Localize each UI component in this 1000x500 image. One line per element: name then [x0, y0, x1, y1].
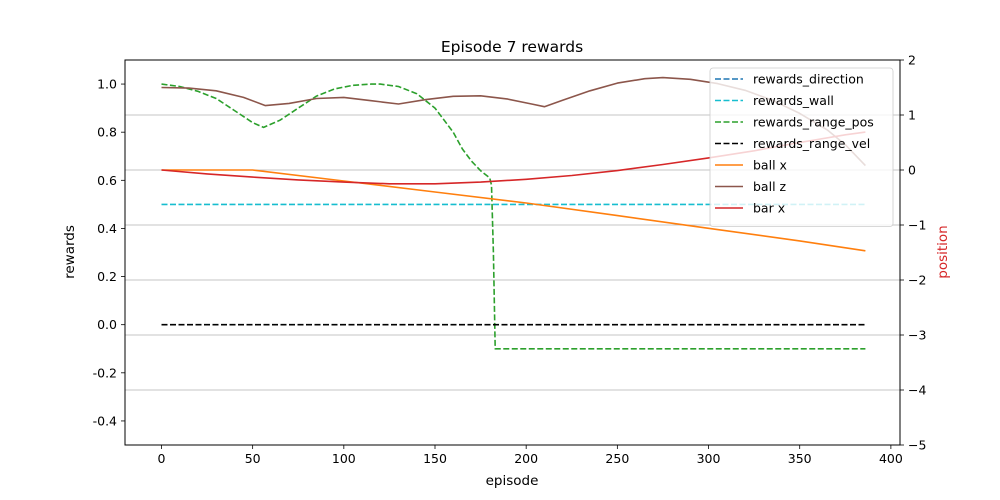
- y2-tick-label: −2: [908, 273, 926, 288]
- y-tick-label: 0.8: [97, 125, 117, 140]
- chart-title: Episode 7 rewards: [441, 38, 583, 56]
- y2-tick-label: −3: [908, 328, 926, 343]
- y-tick-label: 0.2: [97, 269, 117, 284]
- legend-label: ball x: [753, 158, 787, 173]
- x-tick-label: 200: [514, 451, 538, 466]
- y-tick-label: -0.4: [93, 413, 117, 428]
- y-axis-label: rewards: [62, 225, 78, 279]
- y2-tick-label: 1: [908, 108, 916, 123]
- x-tick-label: 300: [697, 451, 721, 466]
- y-tick-label: -0.2: [93, 365, 117, 380]
- x-tick-label: 350: [788, 451, 812, 466]
- y2-axis-label: position: [935, 225, 951, 278]
- x-axis-label: episode: [486, 473, 539, 489]
- legend-box: [709, 67, 894, 227]
- series-line-rewards-range-pos: [161, 83, 866, 350]
- series-line-ball-x: [161, 169, 866, 252]
- legend-label: rewards_wall: [753, 93, 834, 108]
- y-tick-label: 0.0: [97, 317, 117, 332]
- y-tick-label: 0.4: [97, 221, 117, 236]
- x-tick-label: 250: [605, 451, 629, 466]
- x-tick-label: 100: [332, 451, 356, 466]
- legend-label: bar x: [753, 201, 785, 216]
- legend-label: ball z: [753, 179, 787, 194]
- x-tick-label: 0: [157, 451, 165, 466]
- y2-tick-label: 0: [908, 163, 916, 178]
- legend-label: rewards_range_vel: [753, 136, 870, 151]
- legend: rewards_direction rewards_wall rewards_ran…: [709, 67, 894, 227]
- y-tick-label: 1.0: [97, 77, 117, 92]
- y2-tick-label: −4: [908, 383, 926, 398]
- y2-tick-label: −1: [908, 218, 926, 233]
- y-tick-label: 0.6: [97, 173, 117, 188]
- legend-label: rewards_range_pos: [753, 115, 874, 130]
- x-tick-label: 400: [879, 451, 903, 466]
- axis-layer: 0 50 100 150 200 250 300 350 400 -0.4 -0.2 0.0 0.2 0.…: [93, 53, 927, 467]
- x-tick-label: 150: [423, 451, 447, 466]
- legend-label: rewards_direction: [753, 72, 864, 87]
- y2-tick-label: −5: [908, 438, 926, 453]
- y2-tick-label: 2: [908, 53, 916, 68]
- plot-frame: [124, 59, 901, 446]
- x-tick-label: 50: [245, 451, 261, 466]
